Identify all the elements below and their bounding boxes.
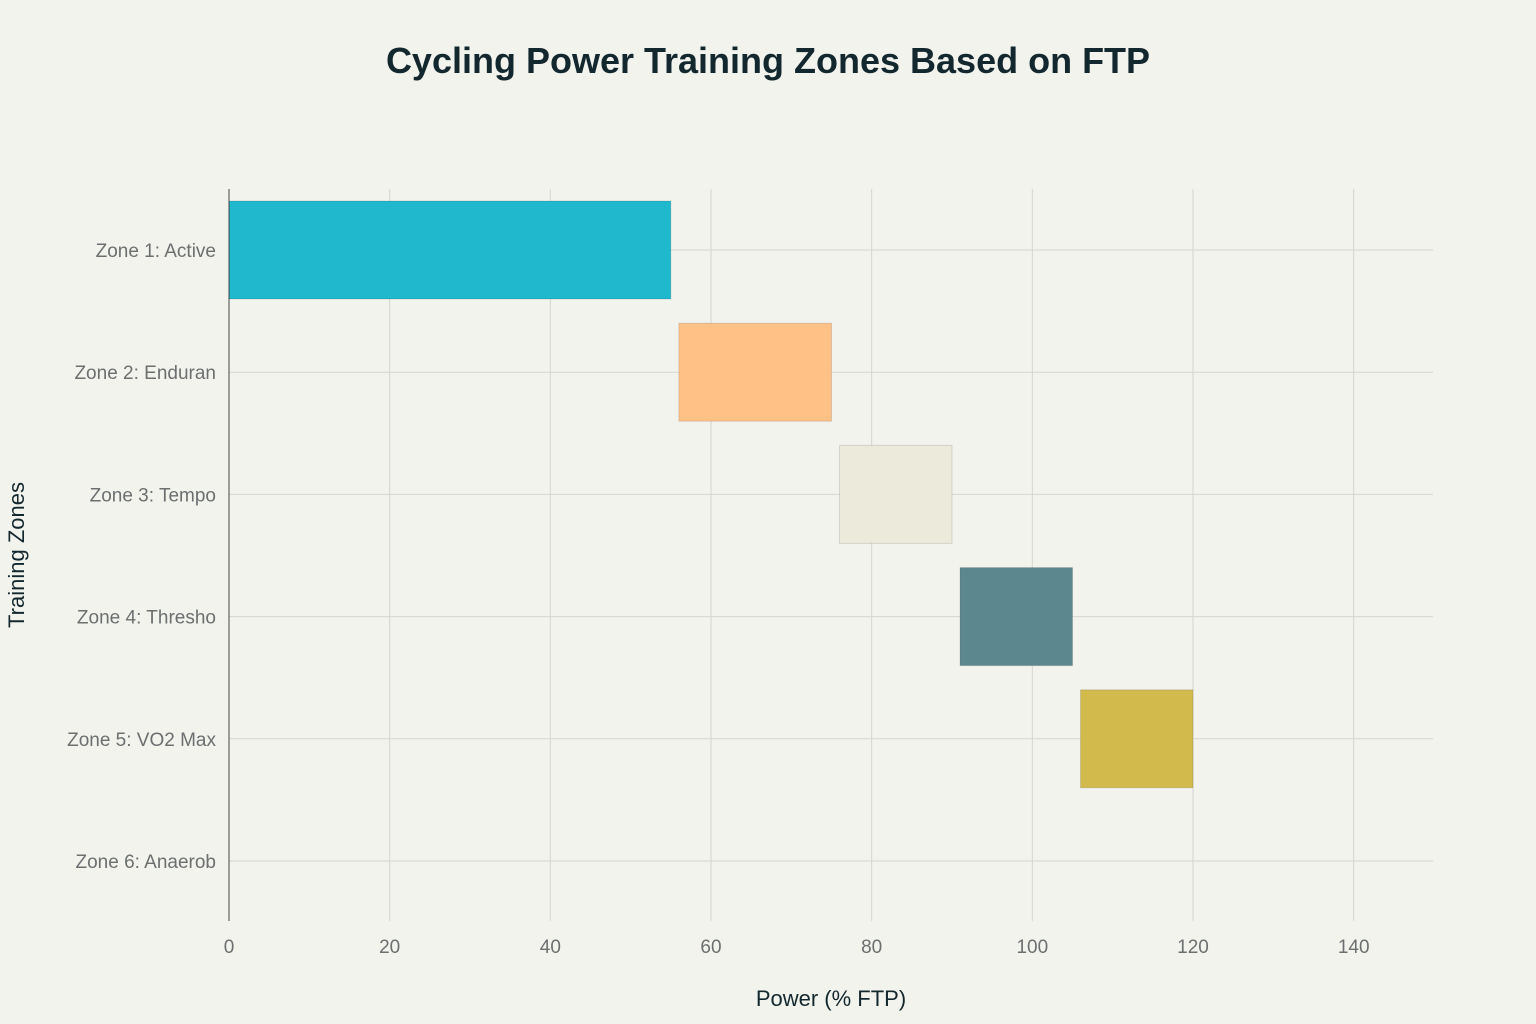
chart-title: Cycling Power Training Zones Based on FT… bbox=[385, 40, 1151, 81]
y-tick-label: Zone 4: Thresho bbox=[77, 608, 216, 629]
y-tick-label: Zone 3: Tempo bbox=[90, 485, 216, 506]
x-tick-label: 0 bbox=[224, 937, 235, 958]
y-tick-label: Zone 1: Active bbox=[96, 241, 216, 262]
zone-bar bbox=[839, 444, 953, 544]
zone-bar bbox=[228, 200, 672, 300]
x-tick-label: 40 bbox=[540, 937, 561, 958]
x-tick-label: 80 bbox=[861, 937, 882, 958]
zone-bar bbox=[959, 567, 1073, 667]
y-tick-label: Zone 5: VO2 Max bbox=[67, 730, 216, 751]
y-tick-label: Zone 6: Anaerob bbox=[76, 852, 217, 873]
x-axis-title: Power (% FTP) bbox=[756, 986, 906, 1011]
zone-bar bbox=[678, 322, 832, 422]
x-tick-label: 60 bbox=[700, 937, 721, 958]
x-tick-label: 100 bbox=[1016, 937, 1048, 958]
bars bbox=[228, 200, 1194, 789]
x-tick-label: 140 bbox=[1338, 937, 1370, 958]
zone-bar bbox=[1080, 689, 1194, 789]
y-axis-title: Training Zones bbox=[4, 482, 29, 628]
y-tick-labels: Zone 1: Active Zone 2: Enduran Zone 3: Tem… bbox=[67, 241, 216, 873]
x-tick-label: 20 bbox=[379, 937, 400, 958]
x-tick-labels: 0 20 40 60 80 100 120 140 bbox=[224, 937, 1370, 958]
x-tick-label: 120 bbox=[1177, 937, 1209, 958]
y-tick-label: Zone 2: Enduran bbox=[74, 363, 216, 384]
